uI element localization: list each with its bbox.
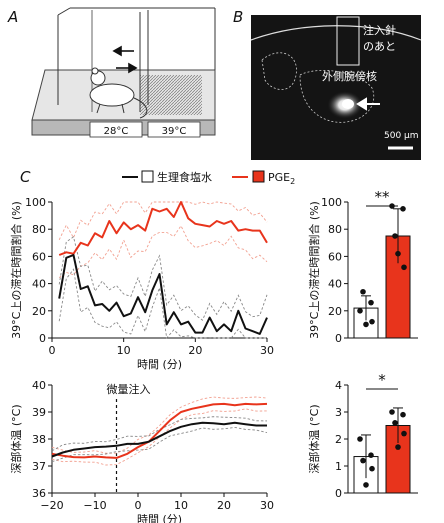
y-tick-label: 36 [32,487,46,500]
y-tick-label: 100 [321,196,342,209]
legend-saline-label: 生理食塩水 [157,170,212,184]
y-axis-label: 39°C上の滞在時間割合 (%) [9,201,23,339]
series-line-saline [51,421,267,458]
x-tick-label: 20 [188,344,202,357]
error-band-pge2 [58,224,268,278]
significance-marker: ** [375,188,391,206]
series-line-saline [58,254,268,335]
x-tick-label: 10 [117,344,131,357]
data-point [401,430,407,437]
significance-marker: * [378,371,386,389]
data-point [392,420,398,426]
y-tick-label: 0 [335,487,342,500]
y-axis-label: 39°C上の滞在時間割合 (%) [307,201,321,339]
data-point [363,321,369,328]
y-tick-label: 40 [32,278,46,291]
data-point [395,250,401,257]
x-tick-label: 0 [49,344,56,357]
x-tick-label: −20 [40,499,63,512]
y-tick-label: 60 [328,250,342,263]
panel-a-label: A [7,8,18,26]
data-point [401,264,407,271]
needle-label-line1: 注入針 [363,23,396,37]
x-axis-label: 時間 (分) [137,513,182,523]
y-tick-label: 2 [335,433,342,446]
chart-3-axes [48,384,267,494]
left-temp-label: 28°C [104,126,129,137]
x-tick-label: −10 [83,499,106,512]
y-tick-label: 80 [32,223,46,236]
data-point [369,318,375,325]
y-tick-label: 0 [335,332,342,345]
data-point [369,465,375,472]
y-tick-label: 38 [32,433,46,446]
two-temperature-chamber-drawing [31,7,216,136]
injection-annotation: 微量注入 [107,382,151,396]
legend: 生理食塩水 PGE2 [122,170,295,186]
x-tick-label: 30 [260,499,274,512]
x-tick-label: 20 [217,499,231,512]
error-band-pge2 [51,396,268,454]
error-band-pge2 [58,201,268,240]
y-tick-label: 39 [32,406,46,419]
y-tick-label: 80 [328,223,342,236]
error-band-pge2 [51,408,268,466]
data-point [357,436,363,442]
right-temp-label: 39°C [162,126,187,137]
data-point [360,288,366,295]
data-point [368,452,374,459]
data-point [392,233,398,239]
panel-b-label: B [233,8,243,26]
data-point [400,206,406,212]
nucleus-label: 外側腕傍核 [322,69,377,83]
y-axis-label: 深部体温 (°C) [307,404,321,473]
data-point [395,444,401,450]
data-point [357,308,363,314]
error-band-saline [51,416,268,452]
x-tick-label: 30 [260,344,274,357]
error-band-saline [51,426,268,463]
brain-section-image [250,15,422,160]
data-point [368,299,374,306]
y-tick-label: 40 [328,278,342,291]
chart-1-axes [48,201,267,339]
y-tick-label: 37 [32,460,46,473]
legend-pge2-box [252,170,265,183]
y-axis-label: 深部体温 (°C) [9,404,23,473]
y-tick-label: 20 [328,305,342,318]
scale-bar-label: 500 μm [384,131,419,141]
series-line-pge2 [51,402,268,459]
mouse-icon [89,67,148,119]
data-point [360,457,366,464]
x-tick-label: 0 [135,499,142,512]
x-axis-label: 時間 (分) [137,358,182,371]
error-band-saline [58,236,268,321]
y-tick-label: 60 [32,250,46,263]
needle-label-line2: のあと [363,40,396,53]
series-line-pge2 [58,201,268,256]
y-tick-label: 4 [335,379,342,392]
y-tick-label: 3 [335,406,342,419]
error-band-saline [58,268,267,340]
data-point [363,482,369,488]
y-tick-label: 1 [335,460,342,473]
legend-pge2-label: PGE2 [268,171,295,186]
legend-saline-box [141,170,154,183]
right-temp-box [147,121,201,138]
y-tick-label: 100 [25,196,46,209]
arrow-icon [356,97,380,111]
y-tick-label: 40 [32,379,46,392]
panel-c-label: C [20,168,31,186]
y-tick-label: 0 [39,332,46,345]
direction-arrows [112,45,138,74]
x-tick-label: 10 [174,499,188,512]
y-tick-label: 20 [32,305,46,318]
left-temp-box [89,121,143,138]
data-point [400,411,406,418]
data-point [389,409,395,415]
